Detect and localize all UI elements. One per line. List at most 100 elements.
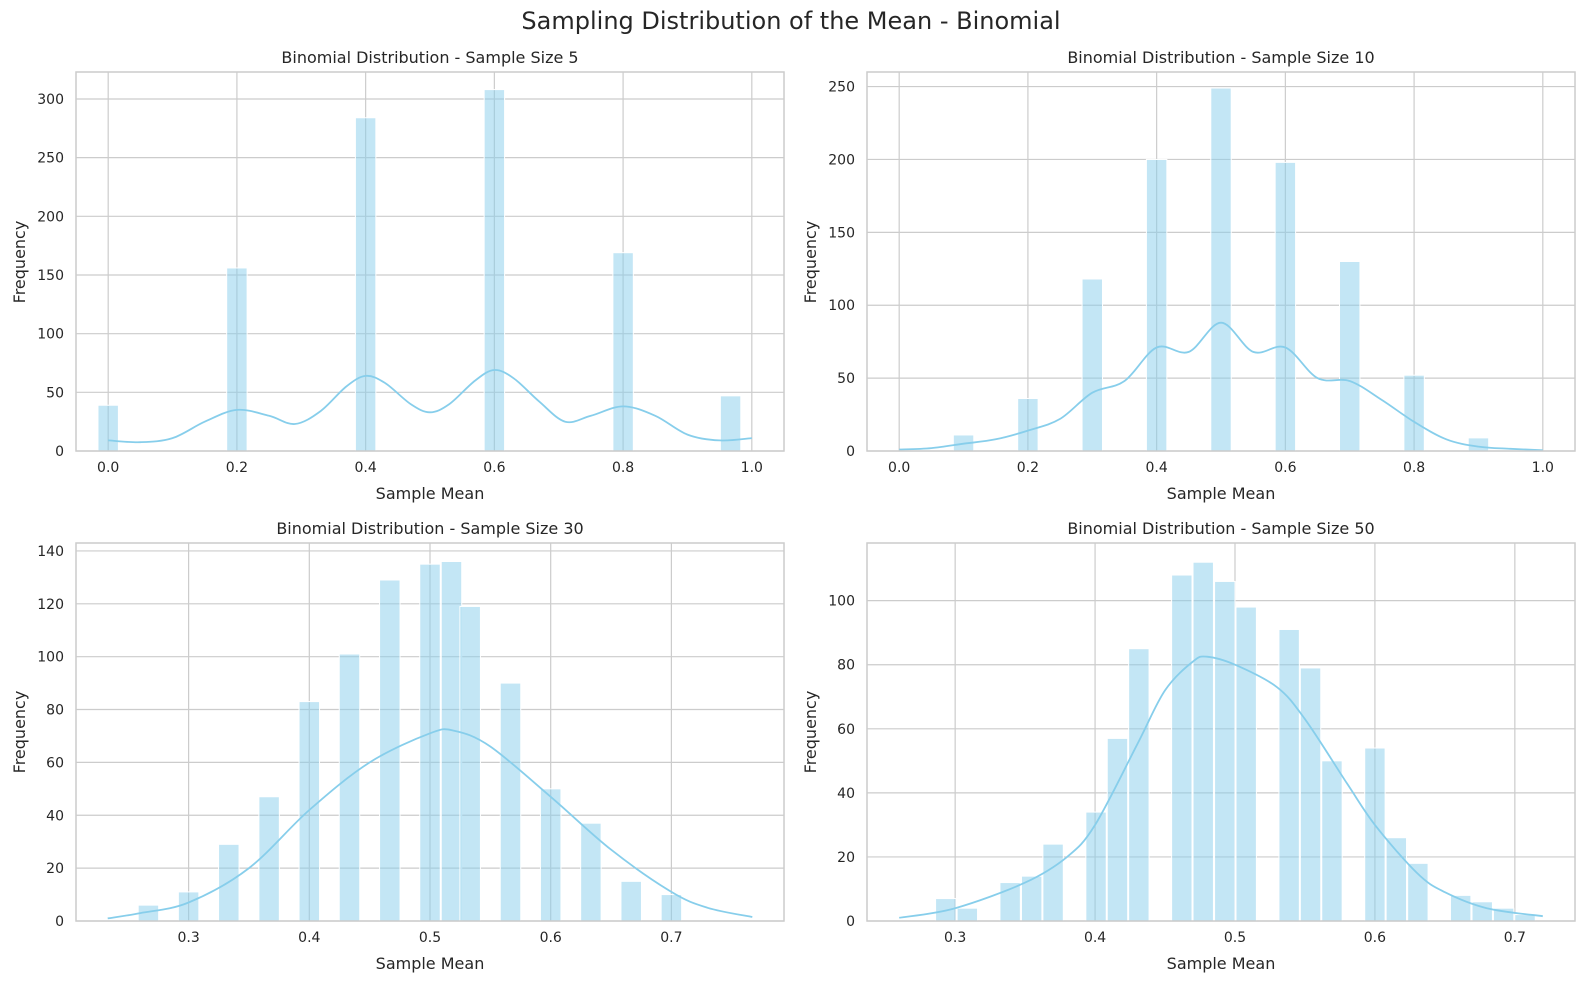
x-tick-label: 0.6 <box>483 460 505 476</box>
x-tick-label: 1.0 <box>741 460 763 476</box>
x-tick-label: 0.2 <box>226 460 248 476</box>
panel-title: Binomial Distribution - Sample Size 30 <box>276 519 583 538</box>
x-tick-label: 0.5 <box>1224 930 1246 946</box>
histogram-bar <box>177 891 200 922</box>
y-tick-label: 150 <box>828 225 855 241</box>
y-tick-label: 250 <box>828 80 855 96</box>
y-axis-label: Frequency <box>801 691 820 774</box>
x-tick-label: 0.4 <box>1084 930 1106 946</box>
histogram-bar <box>440 561 463 922</box>
histogram-bar <box>612 252 634 452</box>
y-tick-label: 100 <box>37 650 64 666</box>
histogram-bar <box>459 605 481 922</box>
histogram-bar <box>719 395 742 452</box>
histogram-bar <box>660 894 683 922</box>
histogram-bar <box>298 701 321 922</box>
x-tick-label: 0.5 <box>419 930 441 946</box>
y-tick-label: 150 <box>37 268 64 284</box>
kde-line <box>899 321 1543 452</box>
x-tick-label: 0.3 <box>944 930 966 946</box>
y-tick-label: 0 <box>846 914 855 930</box>
panel-sample-size-5: Binomial Distribution - Sample Size 5 Sa… <box>10 48 785 503</box>
y-tick-label: 0 <box>846 444 855 460</box>
histogram-bar <box>620 880 642 922</box>
histogram-bar <box>1042 843 1064 922</box>
panel-title: Binomial Distribution - Sample Size 50 <box>1067 519 1374 538</box>
x-tick-label: 0.8 <box>1403 460 1425 476</box>
histogram-bar <box>258 796 280 922</box>
histogram-bar <box>1403 374 1425 452</box>
kde-line <box>108 369 752 444</box>
axes-frame <box>866 71 1576 452</box>
panel-title: Binomial Distribution - Sample Size 5 <box>281 48 578 67</box>
histogram-bar <box>1145 158 1168 452</box>
histogram-bar <box>1085 811 1107 922</box>
y-tick-label: 300 <box>37 92 64 108</box>
y-tick-label: 0 <box>55 444 64 460</box>
y-tick-label: 250 <box>37 151 64 167</box>
axes-frame <box>75 542 785 922</box>
histogram-bar <box>226 267 248 452</box>
axes-frame <box>866 542 1576 922</box>
x-tick-label: 0.4 <box>355 460 377 476</box>
histogram-bar <box>1339 261 1361 452</box>
histogram-bar <box>354 117 377 452</box>
x-tick-label: 0.6 <box>1364 930 1386 946</box>
y-axis-label: Frequency <box>10 691 29 774</box>
x-tick-label: 0.0 <box>97 460 119 476</box>
y-tick-label: 120 <box>37 597 64 613</box>
y-tick-label: 0 <box>55 914 64 930</box>
panel-sample-size-30: Binomial Distribution - Sample Size 30 S… <box>10 519 785 973</box>
y-tick-label: 50 <box>837 371 855 387</box>
histogram-bar <box>1278 628 1300 922</box>
y-tick-label: 80 <box>837 658 855 674</box>
x-tick-label: 0.0 <box>888 460 910 476</box>
y-tick-label: 50 <box>46 385 64 401</box>
histogram-bar <box>1467 437 1490 452</box>
histogram-bar <box>1299 667 1322 922</box>
x-axis-label: Sample Mean <box>1167 954 1276 973</box>
y-tick-label: 80 <box>46 703 64 719</box>
histogram-bar <box>956 907 979 922</box>
histogram-bar <box>1106 737 1129 922</box>
histogram-bar <box>483 89 506 452</box>
y-tick-label: 140 <box>37 544 64 560</box>
histogram-bar <box>419 563 441 922</box>
kde-line <box>107 728 753 920</box>
panel-sample-size-10: Binomial Distribution - Sample Size 10 S… <box>801 48 1576 503</box>
x-tick-label: 0.4 <box>1146 460 1168 476</box>
histogram-bar <box>1214 580 1236 922</box>
y-tick-label: 100 <box>828 298 855 314</box>
histogram-bar <box>1407 862 1429 922</box>
y-tick-label: 40 <box>46 808 64 824</box>
x-tick-label: 0.2 <box>1017 460 1039 476</box>
histogram-bar <box>1210 87 1232 452</box>
histogram-bar <box>1235 606 1257 922</box>
x-tick-label: 0.3 <box>177 930 199 946</box>
y-tick-label: 20 <box>837 850 855 866</box>
y-axis-label: Frequency <box>801 221 820 304</box>
histogram-bar <box>1017 398 1039 452</box>
histogram-bar <box>338 653 361 922</box>
x-tick-label: 0.4 <box>298 930 320 946</box>
y-tick-label: 60 <box>837 722 855 738</box>
x-axis-label: Sample Mean <box>1167 484 1276 503</box>
panel-sample-size-50: Binomial Distribution - Sample Size 50 S… <box>801 519 1576 973</box>
x-tick-label: 0.8 <box>612 460 634 476</box>
kde-line <box>899 655 1543 919</box>
histogram-bar <box>1128 648 1150 922</box>
y-tick-label: 40 <box>837 786 855 802</box>
x-tick-label: 0.6 <box>1274 460 1296 476</box>
x-tick-label: 0.6 <box>540 930 562 946</box>
histogram-bar <box>1274 161 1297 452</box>
axes-frame <box>75 71 785 452</box>
y-tick-label: 60 <box>46 755 64 771</box>
histogram-bar <box>1192 561 1214 922</box>
y-axis-label: Frequency <box>10 221 29 304</box>
x-tick-label: 1.0 <box>1532 460 1554 476</box>
x-tick-label: 0.7 <box>1504 930 1526 946</box>
figure-title: Sampling Distribution of the Mean - Bino… <box>521 7 1060 35</box>
x-axis-label: Sample Mean <box>376 954 485 973</box>
histogram-bar <box>539 788 562 922</box>
